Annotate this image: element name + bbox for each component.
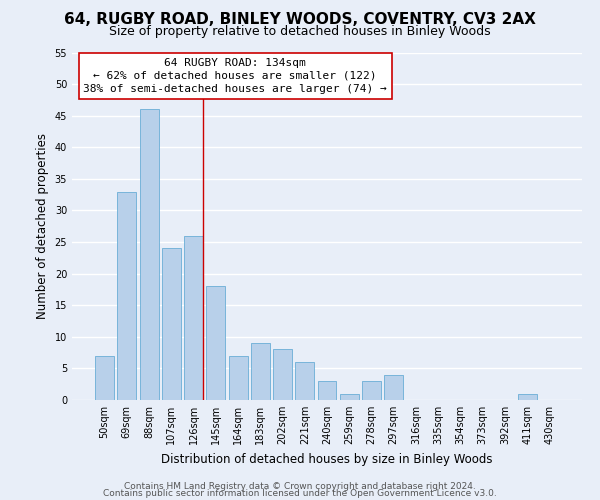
Bar: [273, 350, 292, 400]
Text: Contains HM Land Registry data © Crown copyright and database right 2024.: Contains HM Land Registry data © Crown c…: [124, 482, 476, 491]
X-axis label: Distribution of detached houses by size in Binley Woods: Distribution of detached houses by size …: [161, 452, 493, 466]
Bar: [518, 394, 536, 400]
Bar: [362, 381, 381, 400]
Bar: [206, 286, 225, 400]
Text: 64, RUGBY ROAD, BINLEY WOODS, COVENTRY, CV3 2AX: 64, RUGBY ROAD, BINLEY WOODS, COVENTRY, …: [64, 12, 536, 28]
Bar: [340, 394, 359, 400]
Bar: [295, 362, 314, 400]
Bar: [95, 356, 114, 400]
Text: Contains public sector information licensed under the Open Government Licence v3: Contains public sector information licen…: [103, 489, 497, 498]
Y-axis label: Number of detached properties: Number of detached properties: [36, 133, 49, 320]
Bar: [317, 381, 337, 400]
Bar: [229, 356, 248, 400]
Bar: [184, 236, 203, 400]
Bar: [118, 192, 136, 400]
Bar: [162, 248, 181, 400]
Bar: [384, 374, 403, 400]
Text: Size of property relative to detached houses in Binley Woods: Size of property relative to detached ho…: [109, 25, 491, 38]
Bar: [140, 110, 158, 400]
Text: 64 RUGBY ROAD: 134sqm
← 62% of detached houses are smaller (122)
38% of semi-det: 64 RUGBY ROAD: 134sqm ← 62% of detached …: [83, 58, 387, 94]
Bar: [251, 343, 270, 400]
